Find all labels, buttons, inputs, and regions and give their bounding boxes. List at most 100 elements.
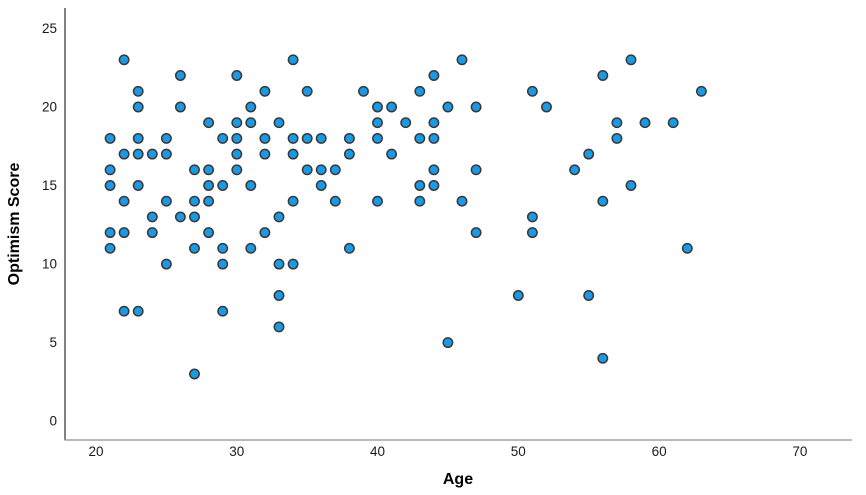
data-point	[273, 321, 285, 333]
data-point	[104, 132, 116, 144]
data-point	[315, 132, 327, 144]
data-point	[146, 211, 158, 223]
data-point	[414, 195, 426, 207]
y-tick-label: 15	[42, 178, 57, 193]
x-axis-tick-labels: 20 30 40 50 60 70	[88, 444, 807, 459]
data-point	[287, 258, 299, 270]
y-tick-label: 20	[42, 100, 57, 115]
data-point	[174, 211, 186, 223]
data-point	[569, 164, 581, 176]
data-point	[372, 132, 383, 144]
data-point	[245, 101, 257, 113]
data-points	[104, 54, 707, 380]
data-point	[287, 132, 299, 144]
data-point	[414, 180, 426, 191]
y-tick-label: 25	[42, 21, 57, 36]
data-point	[428, 132, 440, 144]
data-point	[174, 101, 186, 113]
data-point	[470, 101, 482, 113]
data-point	[639, 117, 651, 129]
data-point	[273, 117, 285, 129]
data-point	[301, 132, 313, 144]
data-point	[372, 195, 383, 207]
data-point	[189, 242, 200, 254]
data-point	[104, 242, 116, 254]
data-point	[695, 85, 707, 97]
x-tick-label: 50	[511, 444, 526, 459]
data-point	[611, 132, 623, 144]
data-point	[259, 227, 271, 239]
data-point	[526, 211, 538, 223]
data-point	[442, 337, 454, 349]
data-point	[315, 164, 327, 176]
y-axis-title: Optimism Score	[6, 163, 23, 286]
data-point	[203, 180, 215, 191]
data-point	[470, 164, 482, 176]
data-point	[358, 85, 369, 97]
data-point	[259, 148, 271, 160]
data-point	[231, 117, 243, 129]
data-point	[512, 290, 524, 301]
data-point	[217, 242, 229, 254]
data-point	[189, 195, 200, 207]
data-point	[442, 101, 454, 113]
x-tick-label: 40	[370, 444, 385, 459]
x-axis-title: Age	[443, 471, 473, 488]
data-point	[667, 117, 679, 129]
data-point	[625, 54, 637, 66]
data-point	[104, 227, 116, 239]
data-point	[329, 164, 341, 176]
data-point	[287, 195, 299, 207]
data-point	[118, 54, 130, 66]
data-point	[160, 132, 172, 144]
data-point	[217, 132, 229, 144]
data-point	[231, 164, 243, 176]
data-point	[597, 352, 609, 364]
data-point	[386, 148, 398, 160]
data-point	[414, 85, 426, 97]
data-point	[231, 132, 243, 144]
data-point	[174, 70, 186, 81]
y-tick-label: 0	[49, 414, 57, 429]
data-point	[681, 242, 693, 254]
data-point	[217, 258, 229, 270]
data-point	[329, 195, 341, 207]
data-point	[118, 195, 130, 207]
data-point	[132, 132, 144, 144]
data-point	[428, 180, 440, 191]
data-point	[132, 148, 144, 160]
data-point	[189, 211, 200, 223]
x-tick-label: 30	[229, 444, 244, 459]
data-point	[386, 101, 398, 113]
data-point	[245, 180, 257, 191]
data-point	[245, 117, 257, 129]
data-point	[203, 227, 215, 239]
data-point	[526, 85, 538, 97]
data-point	[132, 101, 144, 113]
data-point	[343, 242, 355, 254]
data-point	[259, 132, 271, 144]
data-point	[315, 180, 327, 191]
y-tick-label: 10	[42, 257, 57, 272]
data-point	[189, 368, 200, 380]
x-tick-label: 70	[792, 444, 807, 459]
data-point	[132, 85, 144, 97]
data-point	[456, 54, 468, 66]
data-point	[132, 180, 144, 191]
data-point	[372, 101, 383, 113]
data-point	[372, 117, 383, 129]
data-point	[203, 195, 215, 207]
data-point	[273, 290, 285, 301]
x-tick-label: 60	[652, 444, 667, 459]
y-axis-tick-labels: 0 5 10 15 20 25	[42, 21, 57, 429]
data-point	[104, 180, 116, 191]
data-point	[287, 54, 299, 66]
data-point	[301, 164, 313, 176]
data-point	[273, 258, 285, 270]
data-point	[526, 227, 538, 239]
data-point	[231, 70, 243, 81]
data-point	[146, 227, 158, 239]
data-point	[301, 85, 313, 97]
